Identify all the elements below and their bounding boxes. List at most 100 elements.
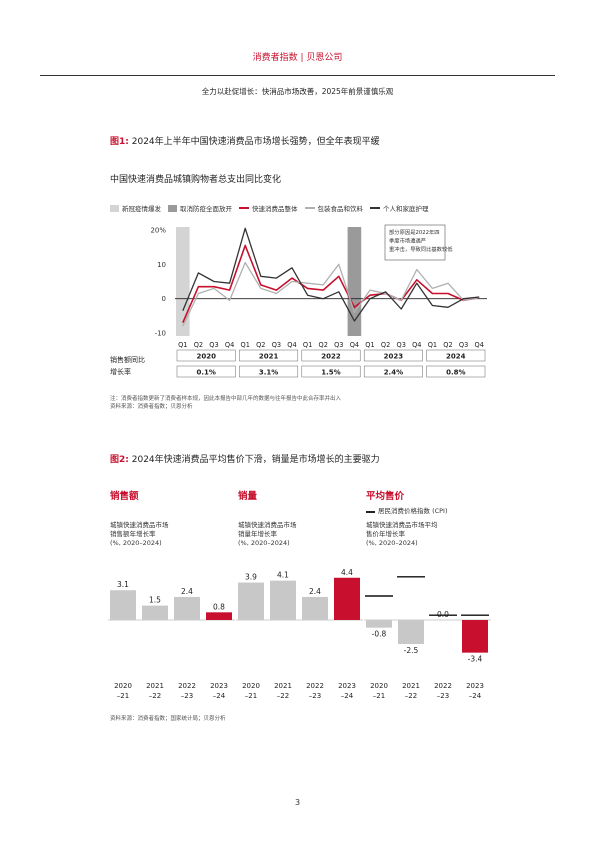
panel-sub-price: 城镇快速消费品市场平均 售价年增长率 (%, 2020–2024) <box>366 521 438 548</box>
figure2-title-text: 2024年快速消费品平均售价下滑，销量是市场增长的主要驱力 <box>128 455 380 465</box>
period-label: 2021 <box>274 682 292 690</box>
figure1-tag: 图1: <box>110 137 129 147</box>
figure2-source: 资料来源：消费者指数；国家统计局；贝恩分析 <box>110 716 226 722</box>
growth-value-box <box>426 365 486 378</box>
growth-value-box <box>176 365 236 378</box>
period-label: 2022 <box>178 682 196 690</box>
year-label-box <box>239 349 299 362</box>
x-tick-label: Q3 <box>334 341 343 349</box>
year-label: 2023 <box>384 353 404 361</box>
period-label: 2022 <box>434 682 452 690</box>
panel-title-volume: 销量 <box>238 491 258 502</box>
figure2-bar-charts: 3.1 1.5 2.4 0.8 2020 –21 2021 –22 2022 –23 2023 –24… <box>108 568 491 700</box>
panel-sub-price-line1: 城镇快速消费品市场平均 <box>366 521 438 529</box>
bar-value-label: 4.4 <box>341 568 353 577</box>
callout-box <box>384 224 446 261</box>
legend-label-fmcg: 快速消费品整体 <box>252 205 298 213</box>
x-tick-label: Q3 <box>209 341 218 349</box>
legend-label-food: 包装食品和饮料 <box>317 205 364 213</box>
shaded-band-1 <box>176 227 190 336</box>
series-line-1 <box>182 244 480 324</box>
growth-value-box <box>301 365 361 378</box>
period-label: 2022 <box>306 682 324 690</box>
x-tick-label: Q1 <box>303 341 312 349</box>
shaded-band-2 <box>347 227 362 336</box>
x-tick-label: Q3 <box>397 341 406 349</box>
growth-value-box <box>239 365 299 378</box>
period-label: –23 <box>181 692 193 700</box>
period-label: 2021 <box>402 682 420 690</box>
x-tick-label: Q4 <box>475 341 484 349</box>
cpi-legend: 居民消费价格指数 (CPI) <box>366 507 448 516</box>
x-tick-label: Q1 <box>365 341 374 349</box>
panel-title-sales: 销售额 <box>110 491 139 502</box>
year-label-box <box>176 349 236 362</box>
growth-value: 2.4% <box>384 369 403 377</box>
bar <box>334 577 360 620</box>
legend-swatch-covid <box>110 204 119 212</box>
bar-value-label: 3.1 <box>117 580 129 589</box>
callout-text: 季度市场遭遇严 <box>389 237 426 245</box>
panel-sub-volume-line1: 城镇快速消费品市场 <box>238 521 297 529</box>
period-label: –23 <box>309 692 321 700</box>
callout-text: 部分原因是2022年四 <box>389 228 440 236</box>
row-label: 销售额同比 <box>110 355 145 364</box>
period-label: 2020 <box>370 682 388 690</box>
period-label: 2023 <box>338 682 356 690</box>
growth-value-box <box>363 365 423 378</box>
bar-value-label: -0.8 <box>372 630 387 639</box>
period-label: 2023 <box>466 682 484 690</box>
bar-value-label: 2.4 <box>309 587 321 596</box>
x-tick-label: Q1 <box>241 341 250 349</box>
growth-value: 0.1% <box>196 369 215 377</box>
legend-swatch-care <box>370 207 380 209</box>
period-label: –22 <box>277 692 289 700</box>
legend-label-covid: 新冠疫情爆发 <box>122 205 161 213</box>
year-label-box <box>363 349 423 362</box>
y-tick-label: -10 <box>155 330 166 338</box>
panel-sub-sales-line1: 城镇快速消费品市场 <box>110 521 169 529</box>
series-line-2 <box>182 261 480 327</box>
period-label: –21 <box>117 692 129 700</box>
page-number: 3 <box>294 798 301 807</box>
y-tick-label: 0 <box>162 295 166 303</box>
bar-value-label: 4.1 <box>277 571 289 580</box>
x-tick-label: Q4 <box>350 341 359 349</box>
x-tick-label: Q2 <box>194 341 203 349</box>
page-subtitle: 全力以赴促增长：快消品市场改善，2025年前景谨慎乐观 <box>201 87 394 96</box>
bar <box>302 596 328 620</box>
growth-value: 3.1% <box>259 369 278 377</box>
figure1-title: 图1: 2024年上半年中国快速消费品市场增长强势，但全年表现平缓 <box>110 134 380 147</box>
x-tick-label: Q4 <box>225 341 234 349</box>
period-label: –21 <box>245 692 257 700</box>
bar-value-label: -3.4 <box>468 655 483 664</box>
bar-value-label: 3.9 <box>245 573 257 582</box>
bar-value-label: 1.5 <box>149 596 161 605</box>
period-label: 2023 <box>210 682 228 690</box>
panel-sub-volume-line2: 销量年增长率 <box>238 530 277 538</box>
x-tick-label: Q1 <box>178 341 187 349</box>
bar <box>110 590 136 620</box>
cpi-legend-label: 居民消费价格指数 (CPI) <box>378 507 448 515</box>
period-label: –22 <box>405 692 417 700</box>
x-tick-label: Q1 <box>428 341 437 349</box>
period-label: –22 <box>149 692 161 700</box>
figure1-chart-title: 中国快速消费品城镇购物者总支出同比变化 <box>110 175 282 185</box>
period-label: –24 <box>341 692 354 700</box>
year-label: 2022 <box>321 353 341 361</box>
period-label: 2020 <box>114 682 132 690</box>
panel-sub-volume: 城镇快速消费品市场 销量年增长率 (%, 2020–2024) <box>238 521 297 548</box>
year-label: 2021 <box>259 353 279 361</box>
bar <box>206 612 232 620</box>
bar-value-label: -2.5 <box>404 646 419 655</box>
growth-value: 0.8% <box>446 369 465 377</box>
figure1-source: 资料来源：消费者指数；贝恩分析 <box>110 404 193 410</box>
figure2-title: 图2: 2024年快速消费品平均售价下滑，销量是市场增长的主要驱力 <box>110 452 380 465</box>
bar <box>174 596 200 620</box>
growth-value: 1.5% <box>321 369 340 377</box>
header-divider <box>40 75 555 76</box>
bar <box>270 580 296 620</box>
legend-item-covid: 新冠疫情爆发 <box>110 203 161 213</box>
figure1-title-text: 2024年上半年中国快速消费品市场增长强势，但全年表现平缓 <box>128 137 380 147</box>
